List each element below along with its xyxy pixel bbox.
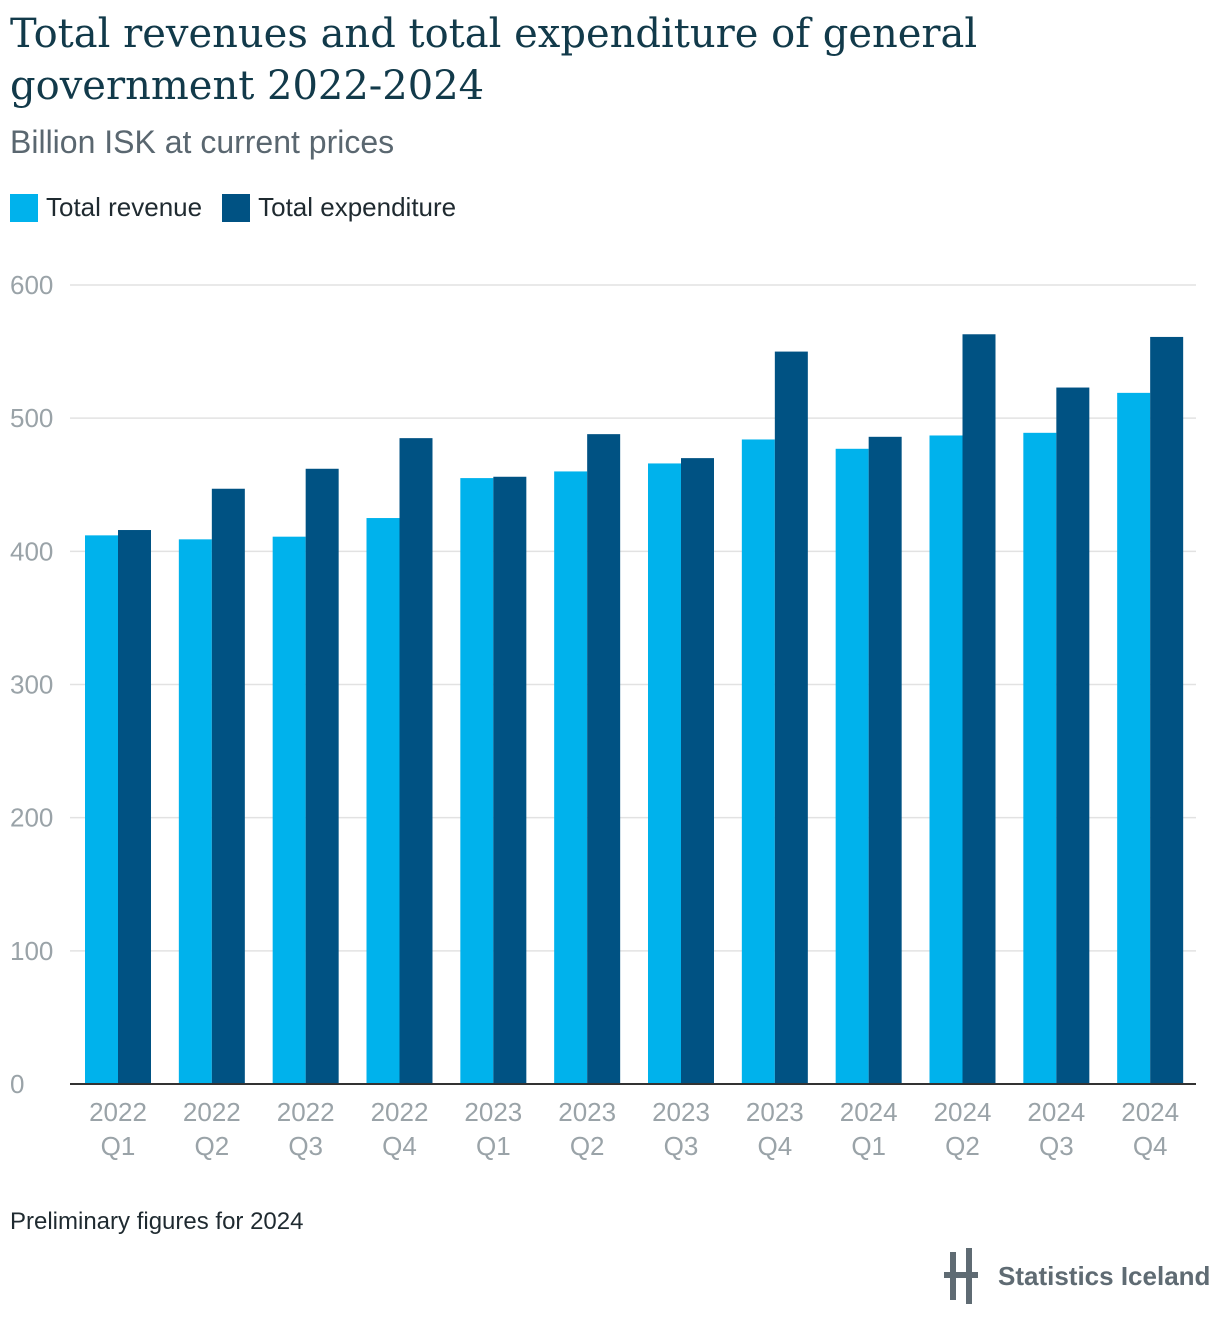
x-tick-label-quarter: Q1 (851, 1131, 886, 1161)
chart-subtitle: Billion ISK at current prices (10, 124, 395, 160)
bar-revenue (272, 536, 306, 1084)
bar-expenditure (587, 434, 621, 1084)
x-tick-label-quarter: Q2 (570, 1131, 605, 1161)
bar-expenditure (774, 351, 808, 1084)
legend-label-expenditure: Total expenditure (258, 192, 457, 222)
x-tick-label-year: 2024 (1121, 1097, 1179, 1127)
x-tick-label-year: 2023 (652, 1097, 710, 1127)
x-tick-label-year: 2023 (746, 1097, 804, 1127)
logo-text: Statistics Iceland (998, 1260, 1211, 1291)
x-tick-label-year: 2024 (934, 1097, 992, 1127)
bar-revenue (741, 439, 775, 1084)
y-tick-label: 200 (10, 803, 53, 833)
bar-expenditure (399, 438, 433, 1084)
y-tick-label: 600 (10, 270, 53, 300)
bar-revenue (366, 518, 400, 1084)
bar-expenditure (962, 334, 996, 1084)
legend: Total revenue Total expenditure (10, 192, 476, 223)
x-tick-label-quarter: Q4 (382, 1131, 417, 1161)
bar-expenditure (1150, 336, 1184, 1084)
x-tick-label-quarter: Q1 (101, 1131, 136, 1161)
bar-chart: 0 100 200 300 400 500 600 2022 Q1 2022 Q2 2022 Q3 202… (10, 270, 1196, 1161)
bar-expenditure (1056, 387, 1090, 1084)
x-tick-label-year: 2022 (277, 1097, 335, 1127)
bar-expenditure (493, 476, 527, 1084)
footnote: Preliminary figures for 2024 (10, 1208, 304, 1235)
x-tick-label-year: 2022 (371, 1097, 429, 1127)
statistics-iceland-logo-icon (944, 1248, 978, 1304)
legend-swatch-expenditure (222, 193, 251, 222)
bar-revenue (1023, 432, 1057, 1084)
y-tick-label: 0 (10, 1069, 24, 1099)
legend-swatch-revenue (10, 193, 38, 222)
bar-revenue (929, 435, 963, 1084)
x-tick-label-quarter: Q3 (288, 1131, 323, 1161)
x-tick-label-year: 2022 (183, 1097, 241, 1127)
x-tick-label-year: 2023 (558, 1097, 616, 1127)
y-tick-label: 500 (10, 403, 53, 433)
bar-expenditure (305, 468, 339, 1084)
legend-label-revenue: Total revenue (46, 192, 203, 222)
bar-revenue (460, 478, 494, 1084)
bar-revenue (1117, 392, 1151, 1084)
x-tick-label-quarter: Q3 (1039, 1131, 1074, 1161)
x-tick-label-quarter: Q3 (664, 1131, 699, 1161)
x-tick-label-quarter: Q1 (476, 1131, 511, 1161)
chart-title: Total revenues and total expenditure of … (10, 11, 978, 109)
x-tick-label-year: 2024 (1027, 1097, 1085, 1127)
x-tick-label-year: 2023 (464, 1097, 522, 1127)
bar-expenditure (211, 488, 245, 1084)
bar-expenditure (681, 458, 714, 1084)
x-tick-label-year: 2022 (89, 1097, 147, 1127)
bar-revenue (554, 471, 588, 1084)
bar-expenditure (118, 530, 151, 1084)
statistics-iceland-logo[interactable]: Statistics Iceland (944, 1248, 1210, 1304)
legend-item-revenue[interactable]: Total revenue (10, 192, 202, 223)
bar-revenue (835, 448, 869, 1084)
legend-item-expenditure[interactable]: Total expenditure (222, 192, 456, 223)
x-tick-label-quarter: Q4 (1133, 1131, 1168, 1161)
bar-expenditure (868, 436, 902, 1084)
y-tick-label: 300 (10, 670, 53, 700)
bar-revenue (178, 539, 212, 1084)
bar-revenue (85, 535, 118, 1084)
bar-revenue (648, 463, 681, 1084)
y-tick-label: 400 (10, 536, 53, 566)
y-tick-label: 100 (10, 936, 53, 966)
x-tick-label-quarter: Q2 (194, 1131, 229, 1161)
x-tick-label-quarter: Q4 (757, 1131, 792, 1161)
x-tick-label-quarter: Q2 (945, 1131, 980, 1161)
x-tick-label-year: 2024 (840, 1097, 898, 1127)
